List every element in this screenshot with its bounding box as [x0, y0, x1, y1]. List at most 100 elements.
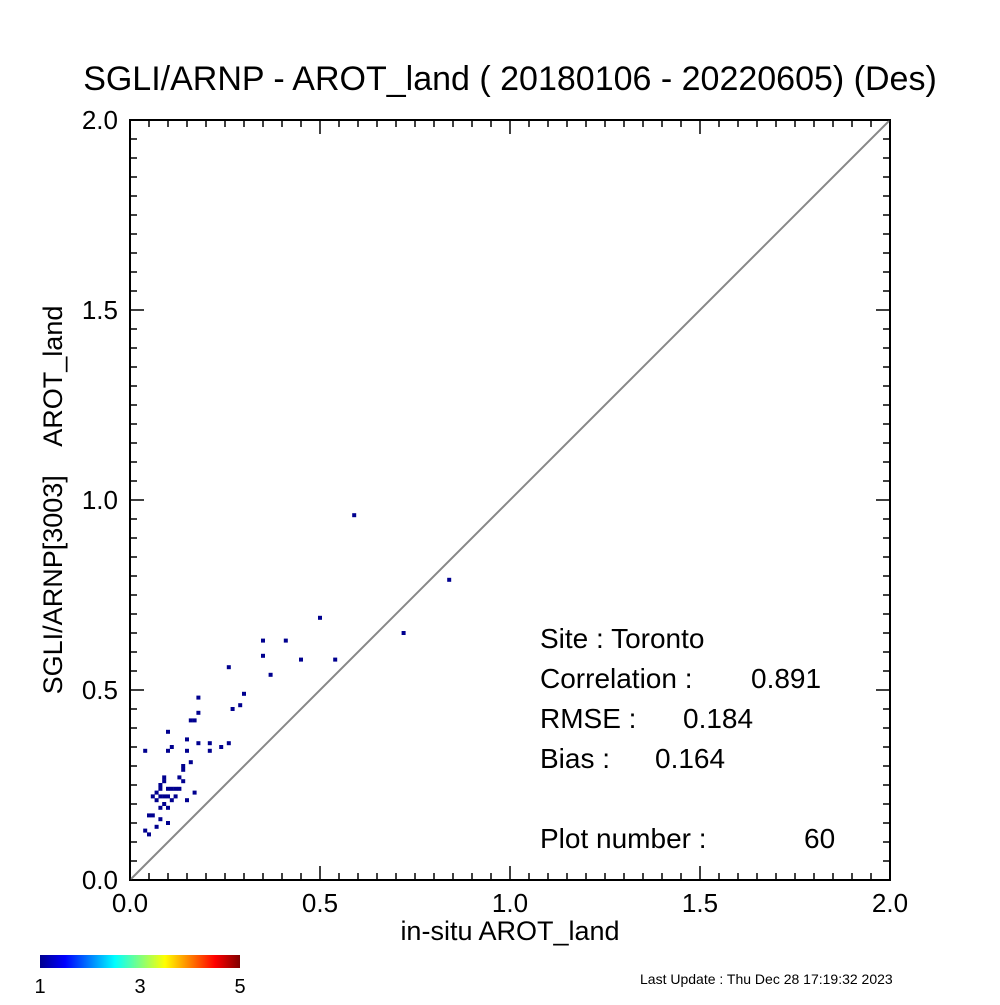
y-tick-labels: 0.0 0.5 1.0 1.5 2.0 [82, 105, 118, 895]
data-point [162, 775, 167, 780]
data-point [352, 513, 357, 518]
data-point [162, 802, 167, 806]
data-point [185, 737, 189, 742]
colorbar: 1 3 5 [34, 955, 246, 998]
stats-box: Site : Toronto Correlation : 0.891 RMSE … [540, 623, 835, 854]
data-point [242, 691, 246, 696]
y-tick-label: 1.0 [82, 485, 118, 515]
data-point [173, 794, 178, 799]
stat-correlation-value: 0.891 [751, 663, 821, 694]
data-point [207, 748, 212, 753]
y-tick-label: 0.0 [82, 865, 118, 895]
data-point [143, 748, 148, 753]
data-point [150, 794, 155, 799]
y-tick-label: 2.0 [82, 105, 118, 135]
chart-title: SGLI/ARNP - AROT_land ( 20180106 - 20220… [83, 60, 937, 98]
data-point [162, 779, 167, 784]
data-point [158, 805, 163, 810]
stat-plot-number-value: 60 [804, 823, 835, 854]
y-tick-label: 0.5 [82, 675, 118, 705]
data-point [154, 790, 159, 795]
data-point [299, 657, 303, 662]
data-point [166, 805, 170, 810]
data-point [283, 638, 288, 643]
x-tick-label: 0.5 [302, 888, 338, 918]
data-point [185, 798, 189, 803]
data-point [181, 767, 186, 772]
data-point [196, 695, 201, 700]
data-point [181, 764, 186, 768]
stat-bias-value: 0.164 [655, 743, 725, 774]
data-point [447, 577, 452, 582]
y-axis-label: SGLI/ARNP[3003] AROT_land [38, 306, 68, 695]
data-point [185, 748, 189, 753]
data-point [318, 615, 322, 620]
stat-correlation-label: Correlation : [540, 663, 693, 694]
data-point [196, 710, 201, 715]
data-point [333, 657, 338, 662]
data-point [401, 631, 406, 635]
data-point [158, 783, 163, 787]
data-point [158, 817, 163, 822]
data-point [192, 790, 197, 795]
data-point [158, 786, 163, 791]
data-point [192, 718, 197, 723]
data-points [143, 513, 452, 837]
colorbar-labels: 1 3 5 [34, 976, 245, 998]
data-point [226, 741, 231, 746]
data-point [238, 703, 243, 708]
data-point [261, 653, 265, 658]
data-point [207, 741, 212, 746]
data-point [166, 821, 170, 825]
colorbar-label: 1 [34, 976, 45, 998]
stat-plot-number-label: Plot number : [540, 823, 707, 854]
last-update-footer: Last Update : Thu Dec 28 17:19:32 2023 [640, 971, 893, 987]
data-point [177, 775, 182, 780]
colorbar-label: 3 [134, 976, 145, 998]
data-point [181, 779, 186, 784]
stat-bias-label: Bias : [540, 743, 610, 774]
data-point [154, 824, 159, 829]
x-tick-label: 0.0 [112, 888, 148, 918]
data-point [177, 786, 182, 791]
x-axis-label: in-situ AROT_land [400, 916, 619, 946]
data-point [261, 638, 265, 643]
y-tick-label: 1.5 [82, 295, 118, 325]
data-point [166, 748, 170, 753]
data-point [166, 794, 170, 799]
data-point [219, 745, 224, 749]
stat-rmse-value: 0.184 [683, 703, 753, 734]
data-point [230, 707, 235, 711]
colorbar-gradient [40, 955, 240, 968]
stat-rmse-label: RMSE : [540, 703, 636, 734]
data-point [188, 760, 193, 765]
data-point [150, 813, 155, 818]
stat-site: Site : Toronto [540, 623, 704, 654]
data-point [158, 794, 163, 799]
data-point [154, 798, 159, 803]
colorbar-label: 5 [234, 976, 245, 998]
axis-ticks [129, 119, 891, 881]
x-tick-label: 2.0 [872, 888, 908, 918]
data-point [196, 741, 201, 746]
data-point [173, 786, 178, 791]
data-point [169, 745, 174, 749]
data-point [162, 794, 167, 799]
data-point [226, 665, 231, 670]
data-point [147, 832, 151, 837]
x-tick-labels: 0.0 0.5 1.0 1.5 2.0 [112, 888, 908, 918]
data-point [169, 786, 174, 791]
x-tick-label: 1.0 [492, 888, 528, 918]
data-point [166, 786, 170, 791]
data-point [147, 813, 151, 818]
data-point [268, 672, 273, 677]
data-point [143, 828, 148, 833]
data-point [166, 729, 170, 734]
plot-area [129, 119, 891, 881]
x-tick-label: 1.5 [682, 888, 718, 918]
one-to-one-line [129, 119, 891, 881]
data-point [169, 798, 174, 803]
data-point [188, 718, 193, 723]
